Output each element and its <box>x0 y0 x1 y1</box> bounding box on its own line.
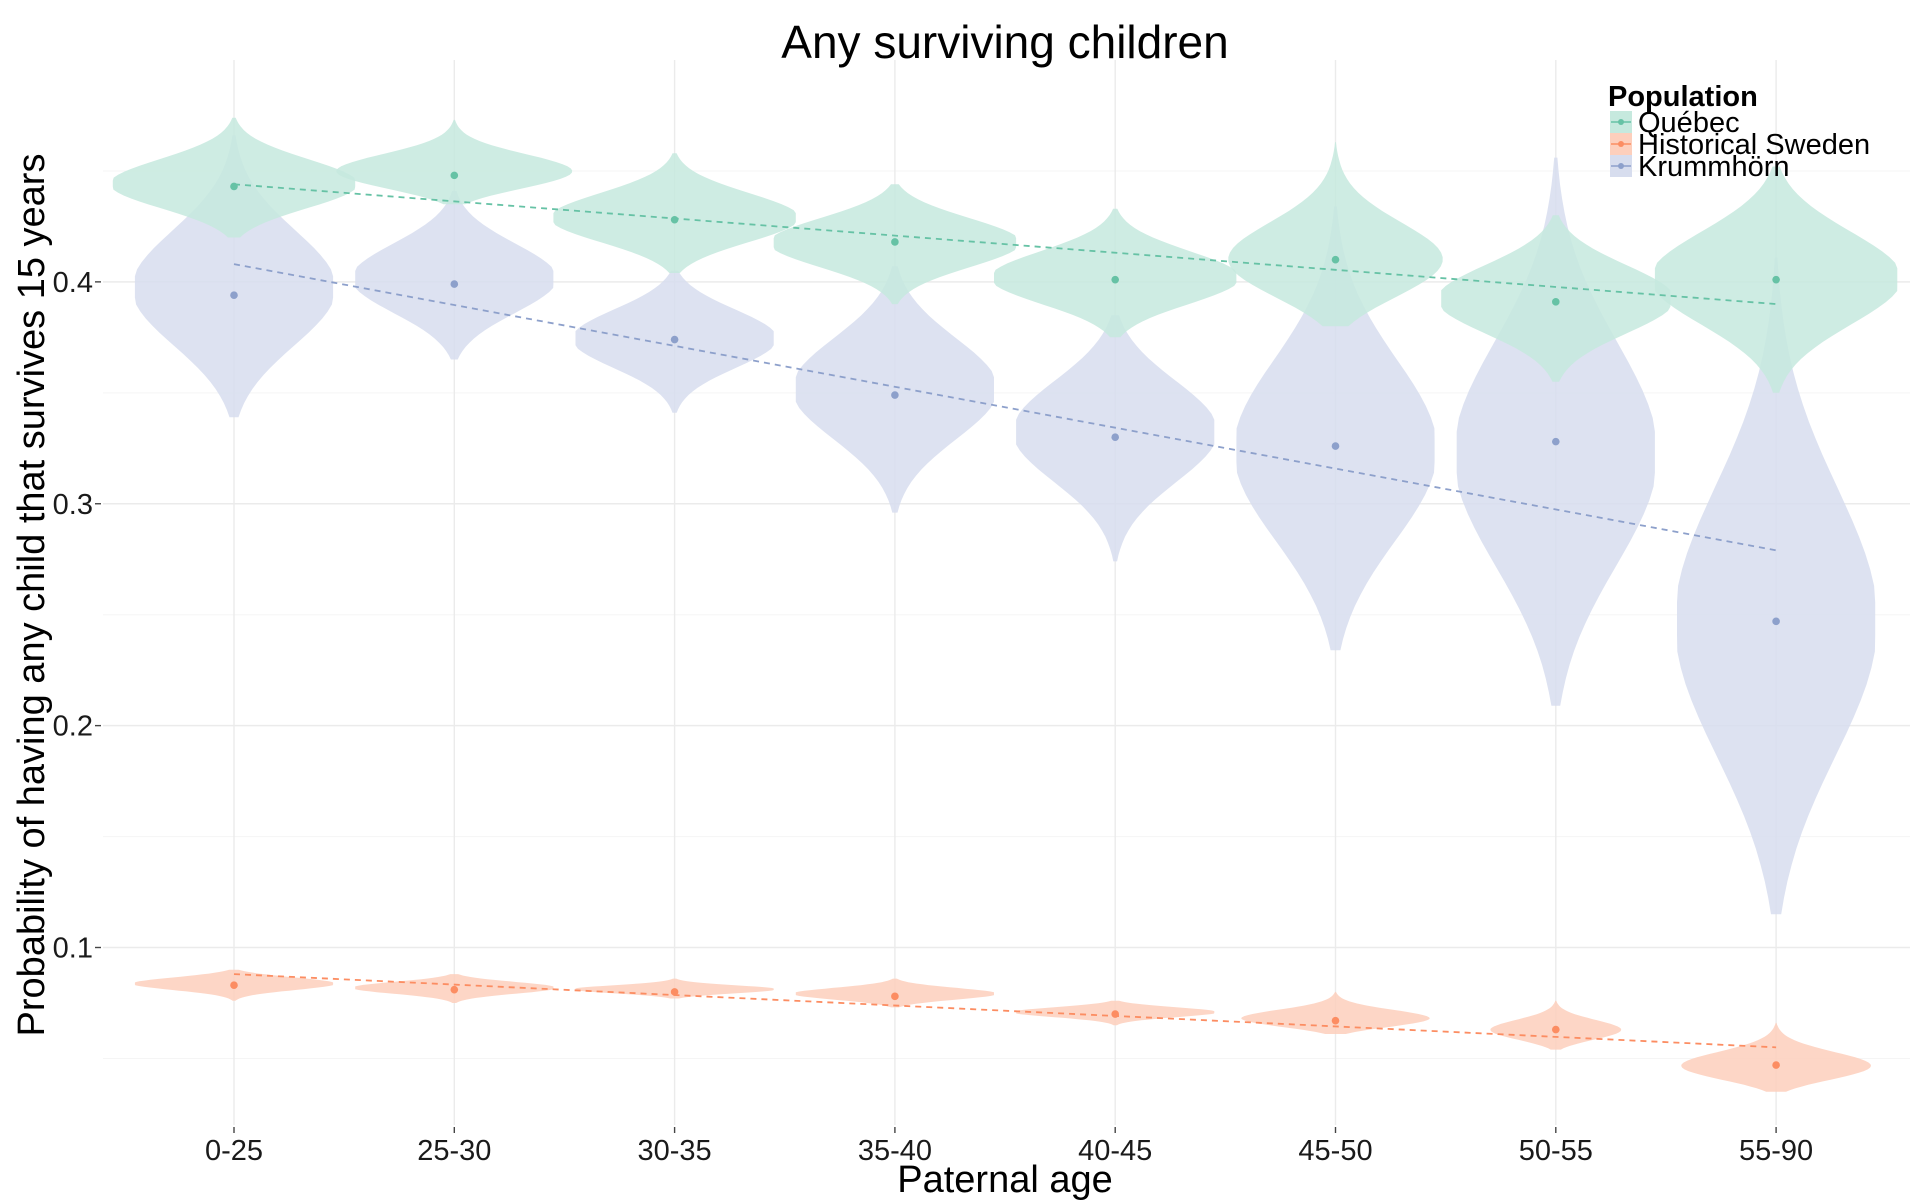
violin-historical-sweden-45-50 <box>1241 991 1430 1034</box>
mean-point-krummh-rn-45-50 <box>1331 442 1340 450</box>
mean-point-historical-sweden-45-50 <box>1331 1016 1340 1025</box>
mean-point-krummh-rn-0-25 <box>230 291 238 299</box>
mean-point-qu-bec-25-30 <box>450 171 459 180</box>
y-axis-title: Probability of having any child that sur… <box>11 154 53 1037</box>
violin-qu-bec-40-45 <box>994 208 1237 338</box>
x-tick-label: 45-50 <box>1298 1135 1372 1167</box>
x-tick-label: 40-45 <box>1078 1135 1152 1167</box>
mean-point-qu-bec-35-40 <box>891 238 899 246</box>
x-tick-label: 50-55 <box>1519 1135 1593 1167</box>
legend-key-point <box>1618 163 1624 169</box>
legend-label: Québec <box>1638 107 1740 139</box>
mean-point-qu-bec-45-50 <box>1331 255 1340 264</box>
mean-point-historical-sweden-0-25 <box>230 981 238 990</box>
mean-point-krummh-rn-25-30 <box>450 280 459 288</box>
mean-point-qu-bec-50-55 <box>1552 298 1560 306</box>
mean-point-krummh-rn-35-40 <box>891 391 899 399</box>
legend-key-point <box>1618 119 1624 125</box>
mean-point-krummh-rn-30-35 <box>670 335 679 344</box>
mean-point-krummh-rn-50-55 <box>1552 437 1560 446</box>
violin-krummh-rn-0-25 <box>134 135 334 418</box>
mean-point-qu-bec-40-45 <box>1111 275 1119 284</box>
y-tick-label: 0.4 <box>53 267 93 299</box>
x-axis-title: Paternal age <box>897 1159 1113 1200</box>
x-tick-label: 55-90 <box>1739 1135 1813 1167</box>
mean-point-historical-sweden-50-55 <box>1552 1025 1560 1034</box>
grid <box>103 60 1910 1125</box>
y-tick-label: 0.2 <box>53 711 93 743</box>
trend-line-krummh-rn <box>233 263 1777 552</box>
violin-krummh-rn-45-50 <box>1236 206 1435 651</box>
violin-qu-bec-0-25 <box>112 117 356 238</box>
x-tick-label: 35-40 <box>858 1135 932 1167</box>
y-tick-label: 0.1 <box>53 933 93 965</box>
violin-krummh-rn-25-30 <box>355 190 554 360</box>
mean-points <box>230 171 1780 1069</box>
violin-qu-bec-45-50 <box>1228 142 1443 327</box>
mean-point-historical-sweden-30-35 <box>670 988 679 996</box>
violin-qu-bec-25-30 <box>336 119 573 205</box>
violin-qu-bec-30-35 <box>553 153 796 273</box>
x-tick-label: 0-25 <box>205 1135 263 1167</box>
trend-line-qu-bec <box>233 183 1777 305</box>
violin-krummh-rn-35-40 <box>795 266 994 513</box>
chart-title: Any surviving children <box>781 16 1228 68</box>
violin-layer <box>112 117 1898 1092</box>
y-tick-label: 0.3 <box>53 489 93 521</box>
violin-historical-sweden-50-55 <box>1490 1000 1622 1050</box>
mean-point-historical-sweden-55-90 <box>1772 1061 1780 1069</box>
mean-point-qu-bec-30-35 <box>670 215 679 224</box>
mean-point-historical-sweden-25-30 <box>450 985 459 994</box>
y-axis-ticks: 0.1 0.2 0.3 0.4 <box>53 267 101 965</box>
mean-point-historical-sweden-40-45 <box>1111 1010 1119 1018</box>
mean-point-qu-bec-55-90 <box>1772 275 1780 284</box>
legend-key-point <box>1618 141 1624 147</box>
x-axis-ticks: 0-25 25-30 30-35 35-40 40-45 45-50 50-55 55-90 <box>205 1127 1813 1167</box>
legend-label: Krummhörn <box>1638 151 1790 183</box>
mean-point-qu-bec-0-25 <box>230 182 238 191</box>
trend-lines <box>233 183 1777 1049</box>
violin-krummh-rn-55-90 <box>1677 257 1876 915</box>
x-tick-label: 25-30 <box>417 1135 491 1167</box>
mean-point-krummh-rn-40-45 <box>1111 433 1119 441</box>
violin-krummh-rn-50-55 <box>1456 157 1655 706</box>
mean-point-historical-sweden-35-40 <box>891 992 899 1001</box>
trend-line-historical-sweden <box>233 973 1777 1049</box>
legend-label: Historical Sweden <box>1638 129 1870 161</box>
legend-title: Population <box>1608 81 1758 113</box>
mean-point-krummh-rn-55-90 <box>1772 617 1780 626</box>
violin-historical-sweden-55-90 <box>1681 1022 1871 1092</box>
x-tick-label: 30-35 <box>638 1135 712 1167</box>
